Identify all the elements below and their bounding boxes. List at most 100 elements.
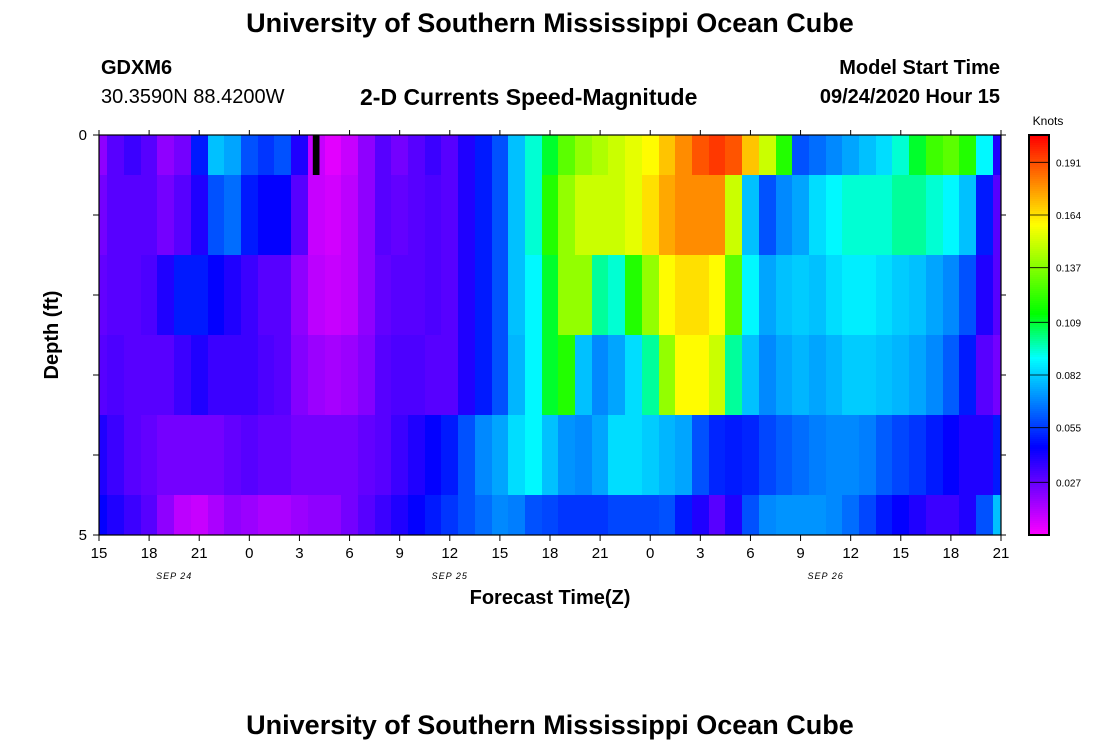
heatmap-cell xyxy=(425,175,442,256)
heatmap-cell xyxy=(575,335,593,416)
heatmap-cell xyxy=(592,495,609,536)
colorbar-band xyxy=(1029,339,1049,342)
heatmap-cell xyxy=(325,255,342,336)
heatmap-cell xyxy=(742,495,760,536)
heatmap-cell xyxy=(174,495,192,536)
heatmap-cell xyxy=(241,335,259,416)
colorbar-band xyxy=(1029,169,1049,172)
colorbar-band xyxy=(1029,209,1049,212)
heatmap-cell xyxy=(759,255,777,336)
heatmap-cell xyxy=(107,335,125,416)
heatmap-cell xyxy=(876,415,893,496)
heatmap-cell xyxy=(475,415,493,496)
colorbar-band xyxy=(1029,491,1049,494)
heatmap-cell xyxy=(542,135,559,176)
colorbar-band xyxy=(1029,183,1049,186)
heatmap-cell xyxy=(642,175,660,256)
heatmap-cell xyxy=(99,255,108,336)
heatmap-cell xyxy=(258,255,275,336)
heatmap-cell xyxy=(625,335,643,416)
colorbar-band xyxy=(1029,485,1049,488)
heatmap-cell xyxy=(274,415,292,496)
heatmap-cell xyxy=(174,175,192,256)
colorbar-band xyxy=(1029,443,1049,446)
colorbar-band xyxy=(1029,527,1049,530)
station-id: GDXM6 xyxy=(101,57,173,79)
heatmap-cell xyxy=(826,495,843,536)
heatmap-cell xyxy=(408,255,426,336)
heatmap-cell xyxy=(725,175,743,256)
colorbar-band xyxy=(1029,143,1049,146)
x-tick-label: 12 xyxy=(842,545,859,562)
heatmap-cell xyxy=(441,495,459,536)
heatmap-cell xyxy=(826,415,843,496)
colorbar-band xyxy=(1029,421,1049,424)
colorbar-band xyxy=(1029,153,1049,156)
x-axis: 15 18 21 0 3 6 9 12 15 18 21 0 3 6 9 12 15 18 21 SEP 24 SEP … xyxy=(91,130,1009,581)
heatmap-cell xyxy=(274,135,292,176)
heatmap-cell xyxy=(358,335,376,416)
heatmap-cell xyxy=(859,415,877,496)
colorbar-band xyxy=(1029,371,1049,374)
colorbar-band xyxy=(1029,337,1049,340)
colorbar-band xyxy=(1029,289,1049,292)
heatmap-cell xyxy=(826,135,843,176)
colorbar-band xyxy=(1029,345,1049,348)
x-tick-label: 6 xyxy=(345,545,353,562)
heatmap-cell xyxy=(258,335,275,416)
colorbar-band xyxy=(1029,473,1049,476)
heatmap-cell xyxy=(458,495,476,536)
heatmap-cell xyxy=(291,335,309,416)
heatmap-cell xyxy=(475,495,493,536)
colorbar-band xyxy=(1029,503,1049,506)
heatmap-cell xyxy=(959,135,977,176)
colorbar-band xyxy=(1029,191,1049,194)
colorbar-band xyxy=(1029,391,1049,394)
heatmap-cell xyxy=(191,415,209,496)
heatmap-cell xyxy=(776,495,793,536)
colorbar-band xyxy=(1029,307,1049,310)
colorbar-band xyxy=(1029,241,1049,244)
heatmap-cell xyxy=(224,335,242,416)
colorbar-band xyxy=(1029,291,1049,294)
heatmap-cell xyxy=(709,415,726,496)
heatmap-cell xyxy=(608,495,626,536)
colorbar-band xyxy=(1029,459,1049,462)
colorbar-band xyxy=(1029,379,1049,382)
heatmap-cell xyxy=(725,415,743,496)
heatmap-cell xyxy=(692,255,710,336)
heatmap-cell xyxy=(441,255,459,336)
colorbar-band xyxy=(1029,277,1049,280)
heatmap-cell xyxy=(107,175,125,256)
heatmap-cell xyxy=(508,495,526,536)
heatmap-cell xyxy=(241,175,259,256)
colorbar-band xyxy=(1029,451,1049,454)
heatmap-cell xyxy=(859,255,877,336)
colorbar-band xyxy=(1029,313,1049,316)
colorbar-band xyxy=(1029,163,1049,166)
heatmap-cell xyxy=(241,255,259,336)
heatmap-cell xyxy=(391,415,409,496)
colorbar-band xyxy=(1029,437,1049,440)
heatmap-cell xyxy=(157,495,175,536)
y-axis-label: Depth (ft) xyxy=(41,291,63,380)
colorbar-band xyxy=(1029,387,1049,390)
heatmap-cell xyxy=(375,255,392,336)
colorbar-unit: Knots xyxy=(1033,114,1064,128)
colorbar-band xyxy=(1029,229,1049,232)
x-tick-label: 18 xyxy=(943,545,960,562)
heatmap-cell xyxy=(157,335,175,416)
heatmap-cell xyxy=(959,335,977,416)
colorbar-band xyxy=(1029,243,1049,246)
colorbar-band xyxy=(1029,479,1049,482)
heatmap-cell xyxy=(943,135,960,176)
heatmap-cell xyxy=(592,255,609,336)
heatmap-cell xyxy=(742,255,760,336)
heatmap-cell xyxy=(325,135,342,176)
x-tick-label: 18 xyxy=(542,545,559,562)
colorbar-band xyxy=(1029,495,1049,498)
heatmap-cell xyxy=(475,255,493,336)
heatmap-cell xyxy=(157,175,175,256)
heatmap-cell xyxy=(876,495,893,536)
colorbar-band xyxy=(1029,377,1049,380)
